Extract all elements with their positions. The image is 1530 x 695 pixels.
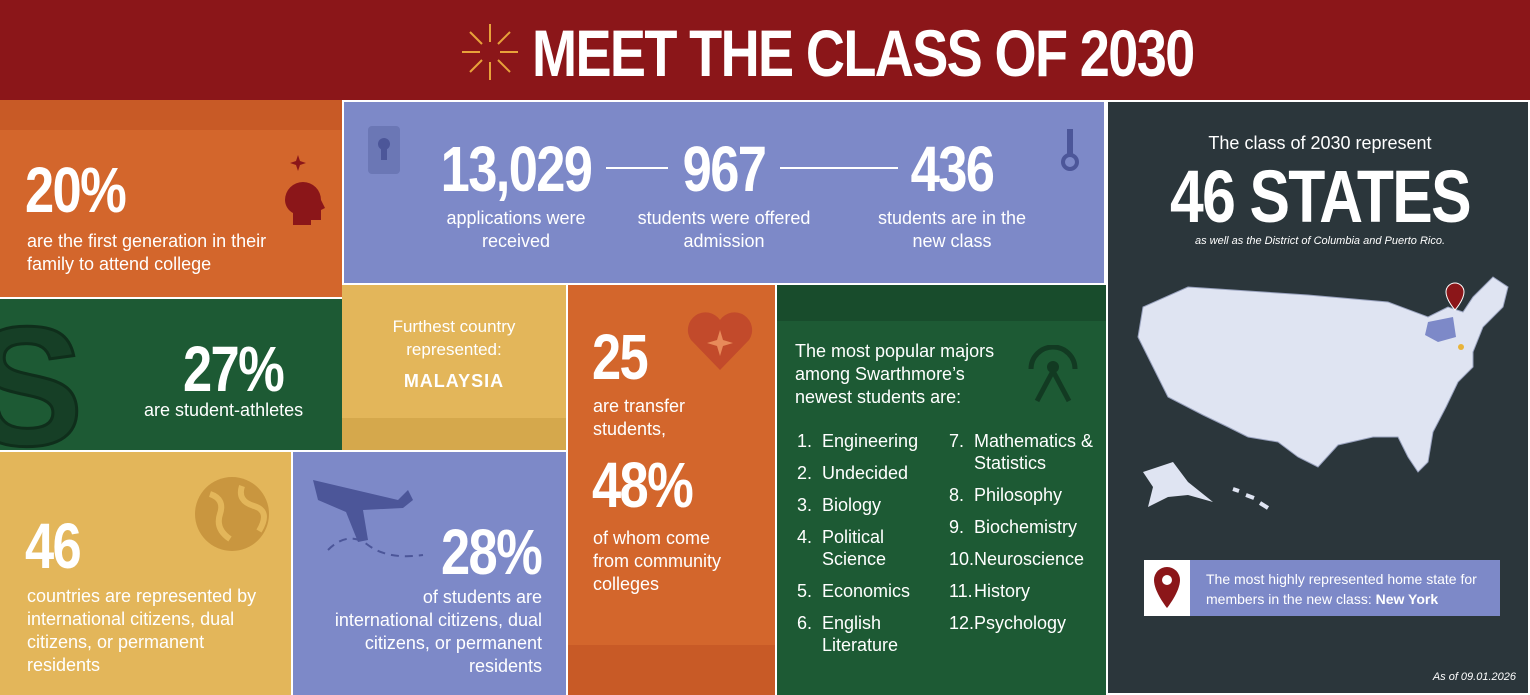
athletes-panel: S 27% are student-athletes <box>0 297 342 450</box>
major-name: Biology <box>822 495 882 515</box>
stat-value: 436 <box>910 133 995 205</box>
divider <box>780 167 898 169</box>
majors-panel: The most popular majors among Swarthmore… <box>775 285 1106 695</box>
pin-icon <box>1154 567 1180 608</box>
stat-value: 27% <box>183 333 285 405</box>
major-number: 8. <box>949 485 965 505</box>
title: MEET THE CLASS OF 2030 <box>532 16 1195 90</box>
pin-box <box>1144 560 1190 616</box>
country-value: MALAYSIA <box>403 371 505 391</box>
major-number: 4. <box>797 527 813 547</box>
major-number: 7. <box>949 431 965 451</box>
major-name: Psychology <box>974 613 1067 633</box>
texture <box>568 645 775 695</box>
major-number: 5. <box>797 581 813 601</box>
major-name: Undecided <box>822 463 909 483</box>
states-intro: The class of 2030 represent <box>1208 133 1432 153</box>
compass-icon <box>1028 345 1078 403</box>
callout-box: The most highly represented home state f… <box>1144 560 1500 616</box>
major-number: 3. <box>797 495 813 515</box>
major-item: 5. Economics <box>797 580 922 602</box>
country-label: Furthest country represented: <box>392 317 516 359</box>
states-panel: The class of 2030 represent 46 STATES as… <box>1106 100 1530 695</box>
major-number: 6. <box>797 613 813 633</box>
states-value: 46 STATES <box>1170 155 1472 238</box>
transfer-value: 25 <box>592 321 649 393</box>
us-map <box>1137 276 1509 510</box>
major-number: 1. <box>797 431 813 451</box>
countries-panel: 46 countries are represented by internat… <box>0 450 291 695</box>
major-item: 11. History <box>949 580 1099 602</box>
globe-icon <box>195 477 269 551</box>
callout-text: The most highly represented home state f… <box>1206 569 1496 609</box>
transfer-panel: 25 are transfer students, 48% of whom co… <box>566 285 775 695</box>
major-number: 2. <box>797 463 813 483</box>
burst-icon <box>462 24 518 80</box>
states-note: as well as the District of Columbia and … <box>1194 235 1446 247</box>
texture <box>342 418 566 450</box>
stat-value: 967 <box>682 133 767 205</box>
s-logo: S <box>0 299 85 450</box>
major-item: 6. English Literature <box>797 612 922 656</box>
major-item: 12. Psychology <box>949 612 1099 634</box>
major-name: Political Science <box>822 527 887 569</box>
country-panel: Furthest country represented: MALAYSIA <box>342 285 566 450</box>
admissions-panel: 13,029 applications were received 967 stude… <box>342 100 1106 285</box>
stat-text: countries are represented by internation… <box>27 586 257 675</box>
major-number: 10. <box>949 549 975 569</box>
first-gen-panel: 20% are the first generation in their fa… <box>0 100 342 297</box>
callout-state: New York <box>1375 591 1439 607</box>
major-item: 2. Undecided <box>797 462 922 484</box>
major-item: 1. Engineering <box>797 430 922 452</box>
header: MEET THE CLASS OF 2030 <box>0 0 1530 100</box>
major-item: 4. Political Science <box>797 526 922 570</box>
major-name: Economics <box>822 581 911 601</box>
major-item: 3. Biology <box>797 494 922 516</box>
major-number: 12. <box>949 613 975 633</box>
stat-text: are the first generation in their family… <box>27 231 267 274</box>
major-name: Biochemistry <box>974 517 1078 537</box>
key-icon <box>1061 129 1079 171</box>
international-panel: 28% of students are international citize… <box>291 450 566 695</box>
heart-icon <box>687 312 753 370</box>
major-name: English Literature <box>822 613 899 655</box>
stat-text: applications were received <box>446 208 586 251</box>
plane-icon <box>313 480 424 558</box>
stat-text: of students are international citizens, … <box>334 587 542 676</box>
divider <box>606 167 668 169</box>
stat-value: 46 <box>25 510 82 582</box>
major-number: 11. <box>949 581 973 601</box>
major-item: 7. Mathematics & Statistics <box>949 430 1099 474</box>
stat-text: students are in the new class <box>877 208 1027 251</box>
transfer-text: are transfer students, <box>593 396 686 439</box>
stat-text: are student-athletes <box>144 400 304 420</box>
stat-text: students were offered admission <box>637 208 811 251</box>
majors-heading: The most popular majors among Swarthmore… <box>795 341 995 407</box>
stat-value: 20% <box>25 154 127 226</box>
major-name: Engineering <box>822 431 919 451</box>
head-icon <box>285 155 325 225</box>
major-number: 9. <box>949 517 965 537</box>
texture <box>777 285 1106 321</box>
keyhole-icon <box>368 126 400 174</box>
major-item: 8. Philosophy <box>949 484 1099 506</box>
major-item: 10. Neuroscience <box>949 548 1099 570</box>
as-of: As of 09.01.2026 <box>1432 671 1516 683</box>
callout-label: The most highly represented home state f… <box>1206 571 1477 607</box>
major-name: History <box>974 581 1031 601</box>
community-text: of whom come from community colleges <box>593 528 722 594</box>
stat-value: 13,029 <box>440 133 593 205</box>
stat-value: 28% <box>440 516 543 588</box>
major-item: 9. Biochemistry <box>949 516 1099 538</box>
major-name: Mathematics & Statistics <box>974 431 1094 473</box>
texture <box>0 100 342 130</box>
community-value: 48% <box>592 449 694 521</box>
major-name: Neuroscience <box>974 549 1085 569</box>
major-name: Philosophy <box>974 485 1063 505</box>
